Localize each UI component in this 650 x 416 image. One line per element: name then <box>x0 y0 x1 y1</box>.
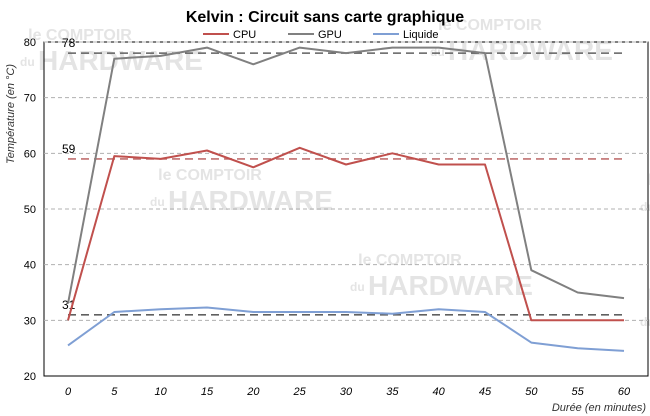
watermark-line3: HARDWARE <box>38 45 203 76</box>
watermark-line3: HARDWARE <box>168 185 333 216</box>
legend-label: CPU <box>233 29 256 41</box>
x-tick-label: 10 <box>155 386 168 398</box>
x-tick-label: 5 <box>111 386 118 398</box>
watermark-line2: du <box>350 280 365 294</box>
x-tick-label: 40 <box>433 386 446 398</box>
x-tick-label: 30 <box>340 386 353 398</box>
x-tick-label: 0 <box>65 386 72 398</box>
watermark-line1: le COMPTOIR <box>648 172 650 189</box>
watermark-line1: le COMPTOIR <box>438 17 542 34</box>
y-tick-label: 20 <box>24 371 36 383</box>
gridlines <box>44 41 648 321</box>
watermark-line2: du <box>640 200 650 214</box>
watermark-line1: le COMPTOIR <box>648 287 650 304</box>
watermark-line2: du <box>20 55 35 69</box>
x-tick-label: 35 <box>386 386 399 398</box>
watermark-line2: du <box>640 315 650 329</box>
watermark-line2: du <box>150 195 165 209</box>
legend-label: Liquide <box>403 29 438 41</box>
y-tick-label: 30 <box>24 315 36 327</box>
y-axis-ticks: 20 30 40 50 60 70 80 <box>24 37 36 383</box>
reference-line-label: 78 <box>62 36 76 50</box>
x-tick-label: 50 <box>525 386 538 398</box>
x-tick-label: 60 <box>618 386 631 398</box>
series-line-gpu <box>67 46 625 304</box>
watermark-line1: le COMPTOIR <box>28 27 132 44</box>
x-tick-label: 45 <box>479 386 492 398</box>
watermark-line3: HARDWARE <box>368 270 533 301</box>
legend-label: GPU <box>318 29 342 41</box>
series-line-cpu <box>67 146 624 322</box>
chart-title: Kelvin : Circuit sans carte graphique <box>186 9 464 26</box>
x-axis-label: Durée (en minutes) <box>552 402 646 414</box>
reference-line-label: 59 <box>62 142 76 156</box>
watermark-line1: le COMPTOIR <box>158 167 262 184</box>
watermark-line1: le COMPTOIR <box>358 252 462 269</box>
watermark-line3: HARDWARE <box>448 35 613 66</box>
y-axis-label: Température (en °C) <box>5 64 17 164</box>
x-tick-label: 25 <box>293 386 307 398</box>
x-axis-ticks: 0 5 10 15 20 25 30 35 40 45 50 55 60 <box>65 386 631 398</box>
y-tick-label: 40 <box>24 260 36 272</box>
series-layer <box>67 46 625 352</box>
x-tick-label: 15 <box>201 386 214 398</box>
legend: CPU GPU Liquide <box>203 29 438 41</box>
x-tick-label: 55 <box>572 386 585 398</box>
y-tick-label: 60 <box>24 148 36 160</box>
series-line-liquide <box>67 306 625 352</box>
y-tick-label: 50 <box>24 204 36 216</box>
x-tick-label: 20 <box>246 386 260 398</box>
y-tick-label: 80 <box>24 37 36 49</box>
y-tick-label: 70 <box>24 93 36 105</box>
